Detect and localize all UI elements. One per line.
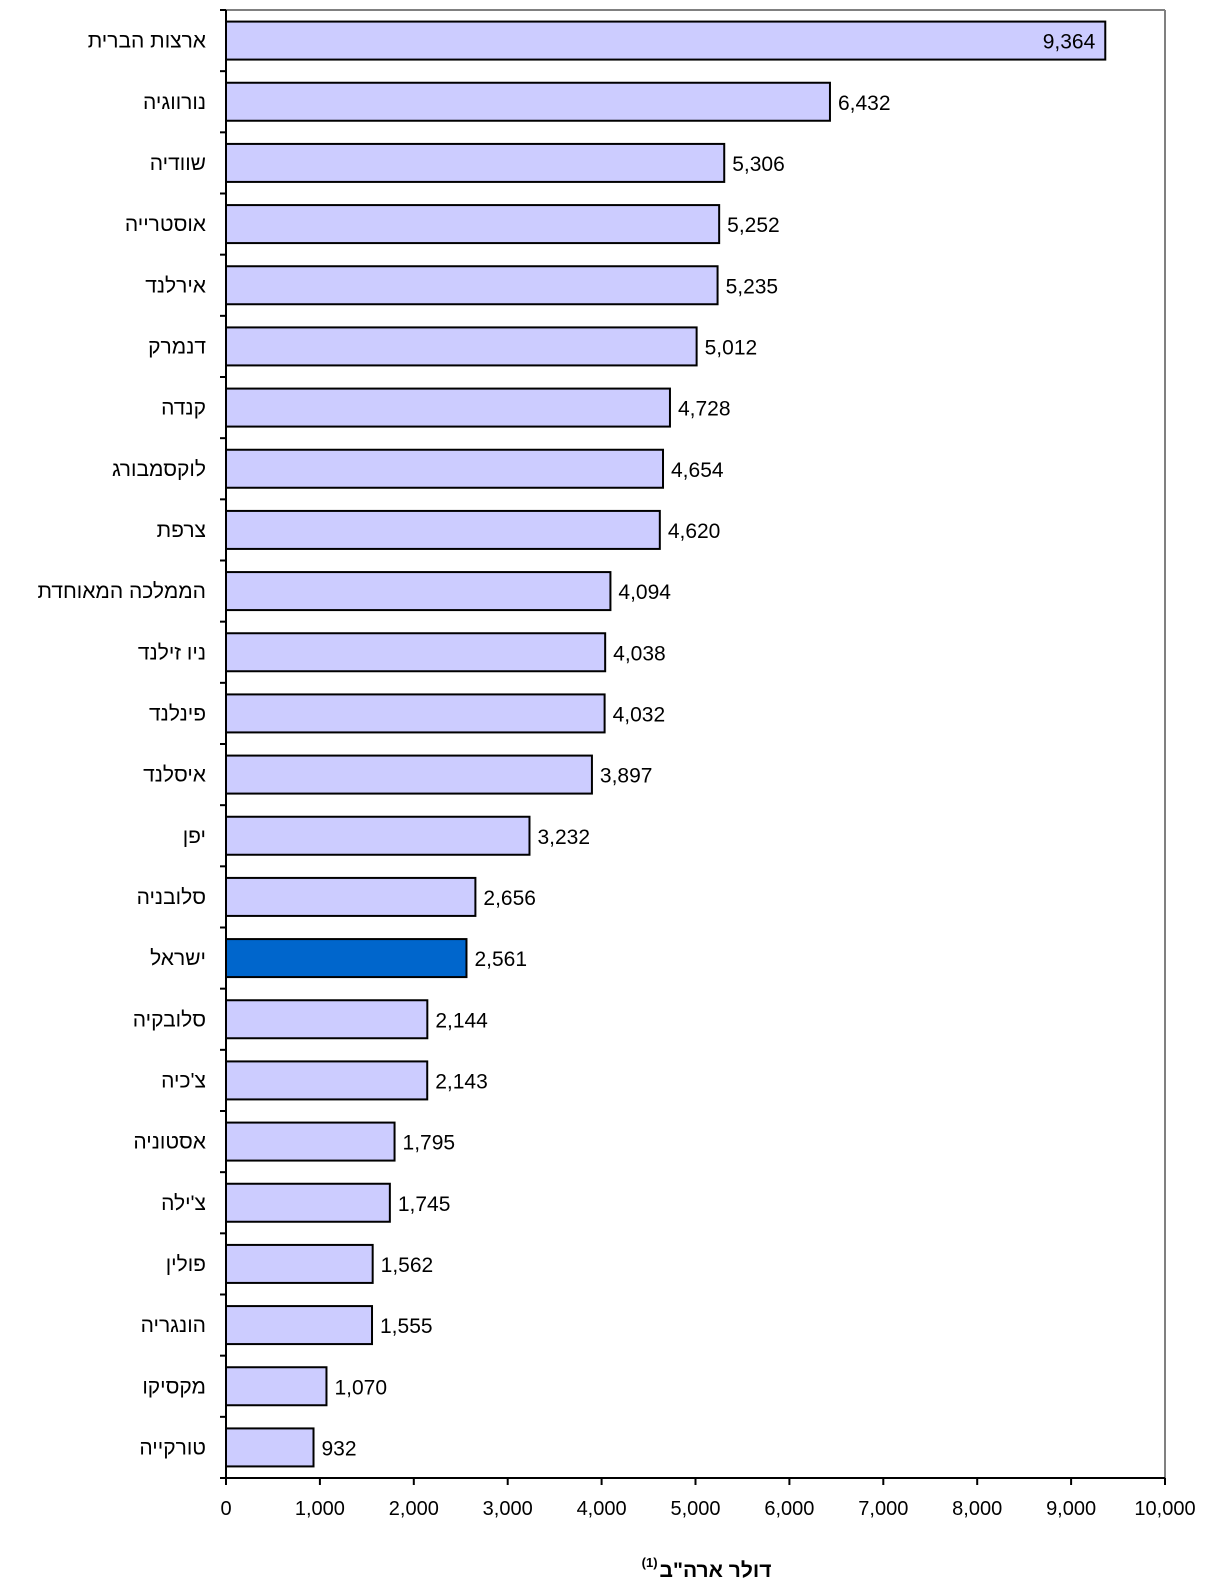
value-label: 2,561 bbox=[474, 948, 527, 971]
bar[interactable] bbox=[225, 876, 477, 917]
x-tick-label: 4,000 bbox=[577, 1498, 627, 1520]
x-tick-label: 8,000 bbox=[952, 1498, 1002, 1520]
value-label: 4,620 bbox=[668, 520, 721, 543]
category-label: יפן bbox=[183, 825, 206, 848]
bar[interactable] bbox=[225, 326, 698, 367]
category-label: צ'כיה bbox=[161, 1069, 206, 1092]
value-label: 5,306 bbox=[732, 153, 785, 176]
bar[interactable] bbox=[225, 509, 661, 550]
value-label: 1,795 bbox=[403, 1132, 456, 1155]
value-label: 5,012 bbox=[705, 336, 758, 359]
category-label: ארצות הברית bbox=[88, 30, 206, 53]
bar[interactable] bbox=[225, 815, 531, 856]
bar[interactable] bbox=[225, 1305, 374, 1346]
value-label: 3,232 bbox=[537, 826, 590, 849]
value-label: 5,252 bbox=[727, 214, 780, 237]
value-label: 9,364 bbox=[1043, 31, 1096, 54]
value-label: 6,432 bbox=[838, 92, 891, 115]
x-tick-label: 3,000 bbox=[483, 1498, 533, 1520]
category-label: הממלכה המאוחדת bbox=[37, 580, 206, 603]
category-label: ניו זילנד bbox=[138, 641, 206, 664]
x-tick-label: 9,000 bbox=[1046, 1498, 1096, 1520]
value-label: 4,728 bbox=[678, 398, 731, 421]
value-label: 3,897 bbox=[600, 765, 653, 788]
bar[interactable] bbox=[225, 632, 607, 673]
bar[interactable] bbox=[225, 1243, 374, 1284]
x-axis-title: דולר ארה"ב bbox=[660, 1559, 772, 1582]
x-tick-label: 5,000 bbox=[670, 1498, 720, 1520]
value-label: 2,143 bbox=[435, 1070, 488, 1093]
value-label: 1,562 bbox=[381, 1254, 434, 1277]
bar[interactable] bbox=[225, 81, 831, 122]
bar[interactable] bbox=[225, 693, 606, 734]
value-label: 4,038 bbox=[613, 642, 666, 665]
value-label: 932 bbox=[322, 1437, 357, 1460]
bar[interactable] bbox=[225, 1182, 391, 1223]
category-label: הונגריה bbox=[141, 1314, 206, 1337]
bar[interactable] bbox=[225, 571, 612, 612]
bar[interactable] bbox=[225, 999, 429, 1040]
category-label: פולין bbox=[166, 1253, 206, 1276]
category-label: סלובקיה bbox=[133, 1008, 206, 1031]
value-label: 2,144 bbox=[435, 1009, 488, 1032]
bar[interactable] bbox=[225, 754, 593, 795]
category-label: סלובניה bbox=[137, 886, 206, 909]
category-label: דנמרק bbox=[148, 335, 206, 358]
category-label: קנדה bbox=[161, 397, 206, 420]
category-label: צ'ילה bbox=[161, 1192, 206, 1215]
value-label: 2,656 bbox=[483, 887, 536, 910]
x-tick-label: 0 bbox=[220, 1498, 231, 1520]
x-tick-label: 2,000 bbox=[389, 1498, 439, 1520]
category-label: אוסטרייה bbox=[125, 213, 206, 236]
category-label: לוקסמבורג bbox=[112, 458, 206, 481]
value-label: 4,094 bbox=[618, 581, 671, 604]
category-label: שוודיה bbox=[150, 152, 206, 175]
category-label: מקסיקו bbox=[142, 1375, 206, 1398]
bar[interactable] bbox=[225, 1366, 328, 1407]
bar[interactable] bbox=[225, 387, 671, 428]
x-axis-title-superscript: (1) bbox=[642, 1555, 658, 1570]
bar[interactable] bbox=[225, 265, 719, 306]
value-label: 4,654 bbox=[671, 459, 724, 482]
x-tick-label: 6,000 bbox=[764, 1498, 814, 1520]
category-label: ישראל bbox=[150, 947, 206, 970]
category-label: צרפת bbox=[157, 519, 206, 542]
bar[interactable] bbox=[225, 1121, 396, 1162]
bar[interactable] bbox=[225, 20, 1107, 61]
bar[interactable] bbox=[225, 142, 726, 183]
value-label: 5,235 bbox=[726, 275, 779, 298]
bar[interactable] bbox=[225, 1427, 315, 1468]
bar[interactable] bbox=[225, 1060, 429, 1101]
bar[interactable] bbox=[225, 938, 468, 979]
x-tick-label: 1,000 bbox=[295, 1498, 345, 1520]
value-label: 4,032 bbox=[613, 703, 666, 726]
category-label: איסלנד bbox=[143, 764, 206, 787]
value-label: 1,070 bbox=[334, 1376, 387, 1399]
x-tick-label: 10,000 bbox=[1134, 1498, 1195, 1520]
x-tick-label: 7,000 bbox=[858, 1498, 908, 1520]
category-label: פינלנד bbox=[149, 702, 206, 725]
bar[interactable] bbox=[225, 448, 665, 489]
category-label: אסטוניה bbox=[133, 1131, 206, 1154]
value-label: 1,745 bbox=[398, 1193, 451, 1216]
category-label: אירלנד bbox=[145, 274, 206, 297]
value-label: 1,555 bbox=[380, 1315, 433, 1338]
bar[interactable] bbox=[225, 204, 721, 245]
category-label: טורקייה bbox=[139, 1436, 206, 1459]
category-label: נורווגיה bbox=[143, 91, 206, 114]
